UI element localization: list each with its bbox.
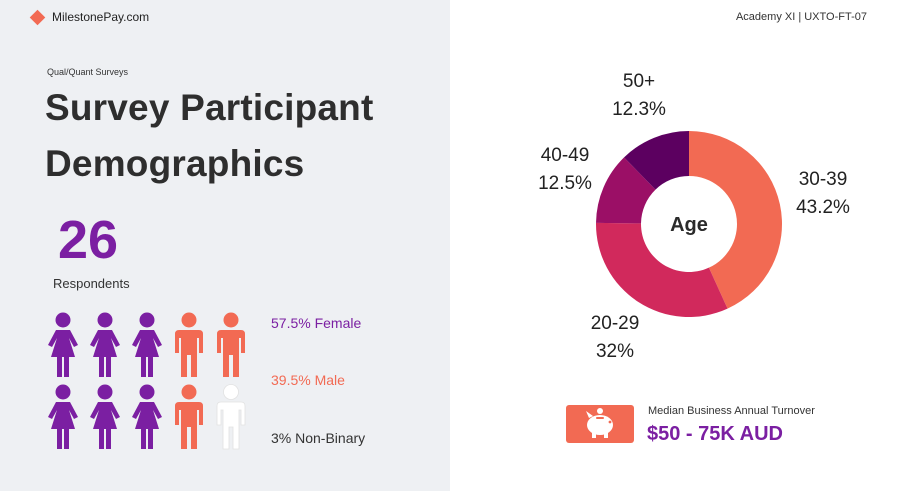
slice-label-40-49: 40-49 12.5% xyxy=(530,142,600,198)
slice-label-50-plus: 50+ 12.3% xyxy=(604,68,674,124)
slice-value-label: 32% xyxy=(595,341,635,362)
donut-slice-50-plus xyxy=(624,131,689,190)
male-person-icon xyxy=(170,383,208,451)
female-person-icon xyxy=(128,383,166,451)
female-person-icon xyxy=(44,383,82,451)
gender-female-label: 57.5% Female xyxy=(271,315,362,331)
male-person-icon xyxy=(212,311,250,379)
male-person-icon xyxy=(170,311,208,379)
page-title-line-2: Demographics xyxy=(45,143,305,184)
page-title-line-1: Survey Participant xyxy=(45,87,374,128)
respondent-count: 26 xyxy=(58,210,119,270)
slice-category-label: 40-49 xyxy=(540,145,590,166)
donut-slice-40-49 xyxy=(596,157,656,224)
slice-label-30-39: 30-39 43.2% xyxy=(785,166,861,222)
donut-slice-30-39 xyxy=(689,131,782,309)
female-person-icon xyxy=(86,383,124,451)
piggy-bank-icon xyxy=(566,405,634,443)
eyebrow-text: Qual/Quant Surveys xyxy=(47,67,129,77)
page-title: Survey Participant Demographics xyxy=(45,80,445,192)
slice-category-label: 50+ xyxy=(622,71,656,92)
gender-nonbinary-label: 3% Non-Binary xyxy=(271,430,366,446)
brand-name: MilestonePay.com xyxy=(52,10,150,24)
brand-logo-icon xyxy=(29,9,46,25)
course-code: Academy XI | UXTO-FT-07 xyxy=(735,11,867,23)
slice-value-label: 12.3% xyxy=(612,99,666,120)
female-person-icon xyxy=(44,311,82,379)
slice-category-label: 30-39 xyxy=(798,169,848,190)
slice-label-20-29: 20-29 32% xyxy=(580,310,650,366)
turnover-label: Median Business Annual Turnover xyxy=(648,405,815,417)
brand[interactable]: MilestonePay.com xyxy=(29,9,150,25)
slice-category-label: 20-29 xyxy=(590,313,640,334)
nonbinary-person-icon xyxy=(212,383,250,451)
turnover-value: $50 - 75K AUD xyxy=(647,423,783,445)
gender-male-label: 39.5% Male xyxy=(271,372,345,388)
respondent-count-label: Respondents xyxy=(53,276,130,291)
female-person-icon xyxy=(128,311,166,379)
age-donut-chart: Age xyxy=(596,131,782,317)
donut-center-label: Age xyxy=(670,214,708,236)
right-panel xyxy=(450,0,900,491)
slice-value-label: 43.2% xyxy=(796,197,850,218)
female-person-icon xyxy=(86,311,124,379)
donut-slice-20-29 xyxy=(596,222,728,317)
slice-value-label: 12.5% xyxy=(538,173,592,194)
